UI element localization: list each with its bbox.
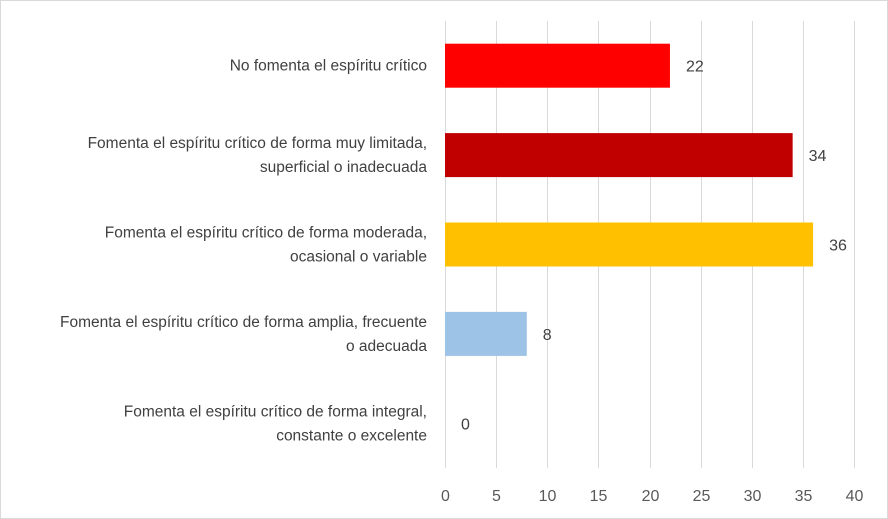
x-tick-label: 25 [693,488,711,505]
x-tick-label: 40 [846,488,864,505]
data-label: 8 [543,327,552,344]
x-tick-label: 35 [795,488,813,505]
category-label: No fomenta el espíritu crítico [230,58,427,75]
x-tick-label: 0 [441,488,450,505]
x-tick-label: 15 [590,488,608,505]
bar [445,311,527,356]
bar [445,133,793,178]
category-label: o adecuada [346,338,427,355]
data-label: 0 [461,416,470,433]
bar [445,43,670,88]
data-labels: 22 34 36 8 0 [461,59,847,434]
data-label: 36 [829,238,847,255]
data-label: 22 [686,59,704,76]
bar [445,222,814,267]
bars [445,43,814,356]
category-label: Fomenta el espíritu crítico de forma muy… [88,135,427,152]
x-axis-tick-labels: 0 5 10 15 20 25 30 35 40 [441,488,863,505]
category-label: ocasional o variable [290,249,427,266]
category-label: constante o excelente [276,427,427,444]
category-label: Fomenta el espíritu crítico de forma mod… [105,225,427,242]
category-labels: No fomenta el espíritu crítico Fomenta el… [60,58,427,445]
x-tick-label: 30 [744,488,762,505]
x-tick-label: 5 [492,488,501,505]
category-label: Fomenta el espíritu crítico de forma int… [124,403,427,420]
category-label: Fomenta el espíritu crítico de forma amp… [60,314,427,331]
x-tick-label: 10 [539,488,557,505]
category-label: superficial o inadecuada [260,159,428,176]
data-label: 34 [809,148,827,165]
x-tick-label: 20 [642,488,660,505]
